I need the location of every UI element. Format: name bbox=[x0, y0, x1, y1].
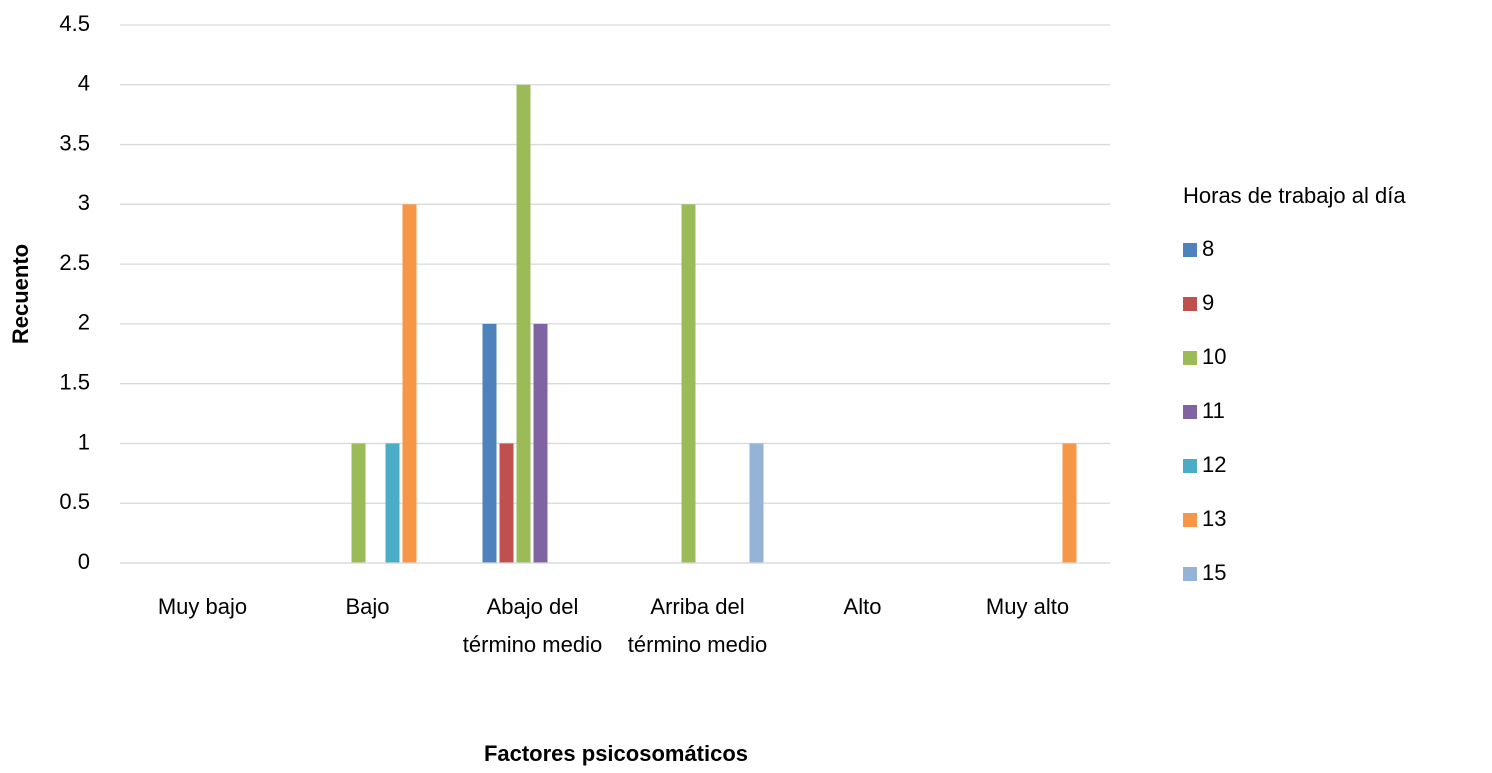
legend-label: 10 bbox=[1202, 344, 1226, 369]
bar bbox=[749, 443, 764, 563]
legend-label: 11 bbox=[1202, 398, 1225, 423]
y-tick-label: 1.5 bbox=[59, 369, 90, 394]
y-tick-label: 3.5 bbox=[59, 130, 90, 155]
y-tick-label: 4 bbox=[78, 71, 90, 96]
x-tick-label: Muy alto bbox=[986, 594, 1069, 619]
y-tick-label: 0.5 bbox=[59, 489, 90, 514]
x-tick-label-line: Abajo del bbox=[487, 594, 579, 619]
legend-label: 12 bbox=[1202, 452, 1226, 477]
y-tick-label: 3 bbox=[78, 190, 90, 215]
legend-swatch bbox=[1183, 513, 1197, 527]
legend-label: 13 bbox=[1202, 506, 1226, 531]
legend-swatch bbox=[1183, 243, 1197, 257]
x-axis-label: Factores psicosomáticos bbox=[484, 741, 748, 766]
legend-swatch bbox=[1183, 351, 1197, 365]
legend-label: 8 bbox=[1202, 236, 1214, 261]
legend-label: 9 bbox=[1202, 290, 1214, 315]
legend-swatch bbox=[1183, 405, 1197, 419]
y-tick-label: 1 bbox=[78, 429, 90, 454]
x-tick-label: Abajo del término medio bbox=[463, 594, 602, 657]
bar bbox=[499, 443, 514, 563]
y-axis-label: Recuento bbox=[8, 244, 33, 344]
bar bbox=[351, 443, 366, 563]
legend-swatch bbox=[1183, 567, 1197, 581]
bar bbox=[482, 323, 497, 563]
legend-label: 15 bbox=[1202, 560, 1226, 585]
legend-swatch bbox=[1183, 459, 1197, 473]
legend-swatch bbox=[1183, 297, 1197, 311]
bar bbox=[1062, 443, 1077, 563]
y-tick-label: 0 bbox=[78, 549, 90, 574]
x-tick-label-line: término medio bbox=[463, 632, 602, 657]
bar bbox=[533, 323, 548, 563]
legend-title: Horas de trabajo al día bbox=[1183, 183, 1406, 208]
bar bbox=[385, 443, 400, 563]
x-tick-label: Bajo bbox=[345, 594, 389, 619]
y-tick-label: 4.5 bbox=[59, 11, 90, 36]
x-tick-label-line: Arriba del bbox=[650, 594, 744, 619]
y-tick-label: 2 bbox=[78, 310, 90, 335]
bar bbox=[402, 204, 417, 564]
y-tick-label: 2.5 bbox=[59, 250, 90, 275]
x-tick-label: Alto bbox=[844, 594, 882, 619]
x-tick-label: Muy bajo bbox=[158, 594, 247, 619]
x-tick-label: Arriba del término medio bbox=[628, 594, 767, 657]
bar bbox=[681, 204, 696, 564]
x-tick-label-line: término medio bbox=[628, 632, 767, 657]
bar bbox=[516, 84, 531, 564]
